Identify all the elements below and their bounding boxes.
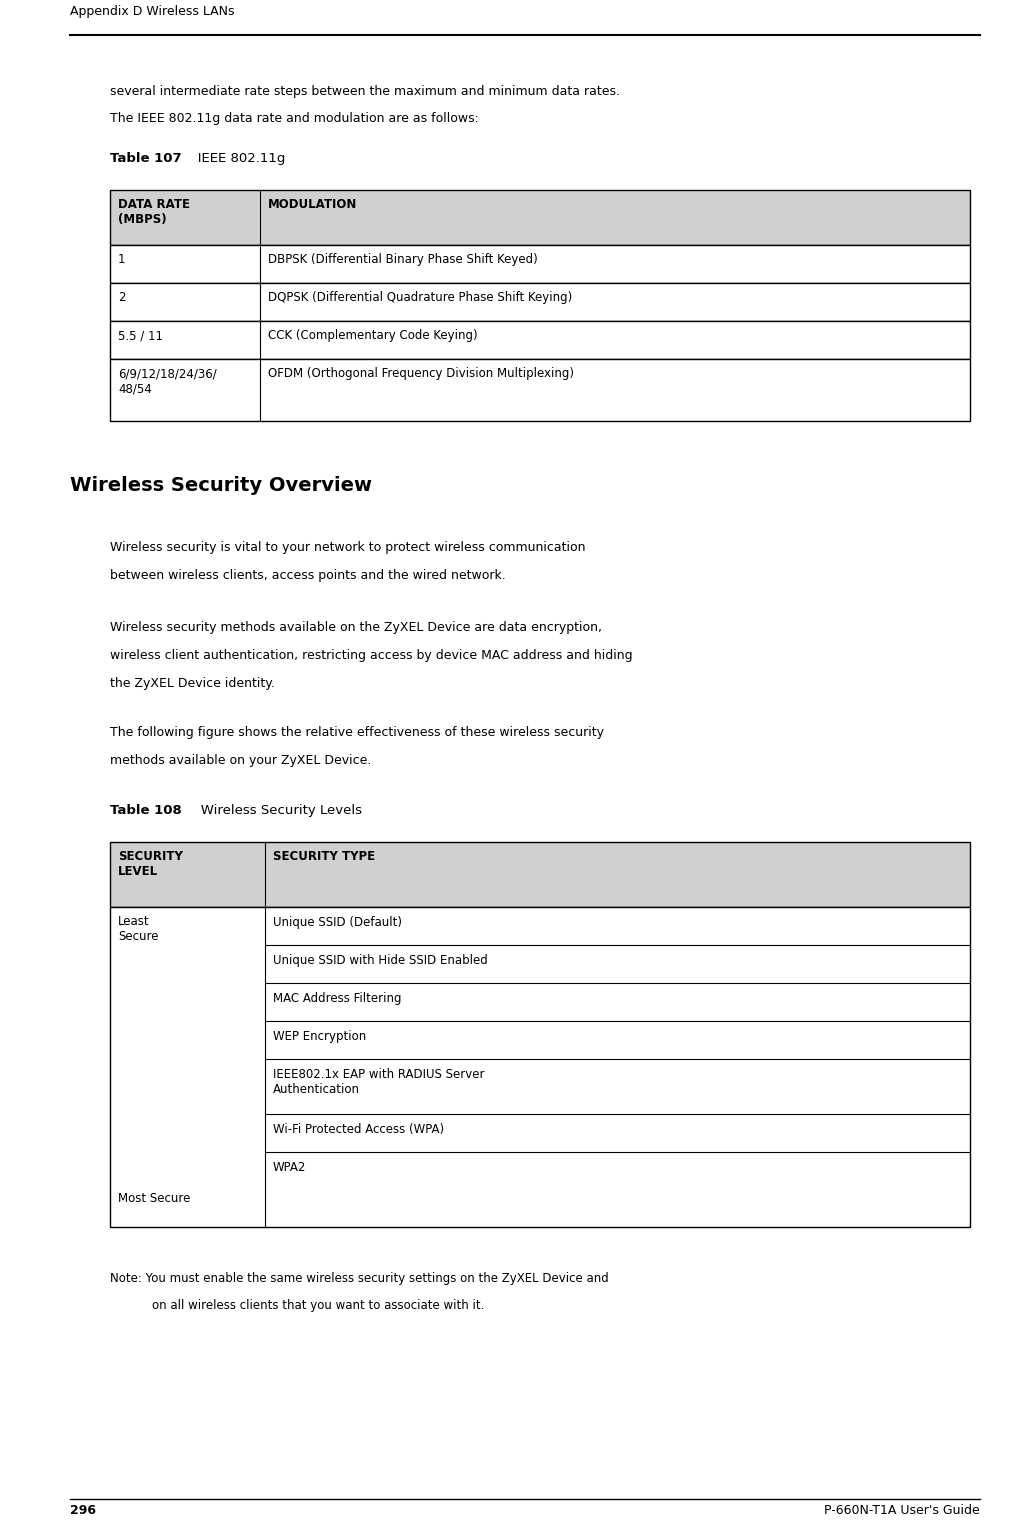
Text: Wireless Security Levels: Wireless Security Levels	[188, 805, 362, 817]
Text: IEEE 802.11g: IEEE 802.11g	[184, 152, 285, 165]
Text: between wireless clients, access points and the wired network.: between wireless clients, access points …	[110, 568, 505, 582]
Text: methods available on your ZyXEL Device.: methods available on your ZyXEL Device.	[110, 754, 371, 767]
Text: The IEEE 802.11g data rate and modulation are as follows:: The IEEE 802.11g data rate and modulatio…	[110, 111, 479, 125]
Text: Table 107: Table 107	[110, 152, 181, 165]
Bar	[110, 907, 970, 1227]
Bar	[110, 283, 970, 322]
Text: P-660N-T1A User's Guide: P-660N-T1A User's Guide	[824, 1504, 980, 1516]
Text: DATA RATE
(MBPS): DATA RATE (MBPS)	[118, 198, 190, 226]
Text: SECURITY TYPE: SECURITY TYPE	[273, 850, 375, 863]
Text: Appendix D Wireless LANs: Appendix D Wireless LANs	[70, 5, 235, 18]
Text: Most Secure: Most Secure	[118, 1192, 191, 1205]
Text: Wireless security methods available on the ZyXEL Device are data encryption,: Wireless security methods available on t…	[110, 620, 602, 634]
Text: WEP Encryption: WEP Encryption	[273, 1030, 366, 1042]
Text: DBPSK (Differential Binary Phase Shift Keyed): DBPSK (Differential Binary Phase Shift K…	[268, 253, 538, 267]
Text: 5.5 / 11: 5.5 / 11	[118, 329, 163, 341]
Text: on all wireless clients that you want to associate with it.: on all wireless clients that you want to…	[152, 1298, 485, 1312]
Bar	[110, 322, 970, 360]
Text: 296: 296	[70, 1504, 96, 1516]
Text: Wi-Fi Protected Access (WPA): Wi-Fi Protected Access (WPA)	[273, 1123, 444, 1135]
Bar	[110, 190, 970, 245]
Text: DQPSK (Differential Quadrature Phase Shift Keying): DQPSK (Differential Quadrature Phase Shi…	[268, 291, 572, 303]
Text: Unique SSID with Hide SSID Enabled: Unique SSID with Hide SSID Enabled	[273, 954, 488, 968]
Text: the ZyXEL Device identity.: the ZyXEL Device identity.	[110, 677, 275, 690]
Text: Unique SSID (Default): Unique SSID (Default)	[273, 916, 402, 930]
Text: several intermediate rate steps between the maximum and minimum data rates.: several intermediate rate steps between …	[110, 85, 620, 98]
Text: 6/9/12/18/24/36/
48/54: 6/9/12/18/24/36/ 48/54	[118, 367, 216, 395]
Text: 1: 1	[118, 253, 125, 267]
Text: MAC Address Filtering: MAC Address Filtering	[273, 992, 402, 1004]
Text: CCK (Complementary Code Keying): CCK (Complementary Code Keying)	[268, 329, 478, 341]
Text: Wireless Security Overview: Wireless Security Overview	[70, 475, 372, 495]
Text: The following figure shows the relative effectiveness of these wireless security: The following figure shows the relative …	[110, 725, 604, 739]
Text: Table 108: Table 108	[110, 805, 181, 817]
Bar	[110, 360, 970, 421]
Text: WPA2: WPA2	[273, 1161, 306, 1173]
Text: Wireless security is vital to your network to protect wireless communication: Wireless security is vital to your netwo…	[110, 541, 585, 555]
Text: SECURITY
LEVEL: SECURITY LEVEL	[118, 850, 182, 878]
Text: 2: 2	[118, 291, 125, 303]
Text: Note: You must enable the same wireless security settings on the ZyXEL Device an: Note: You must enable the same wireless …	[110, 1273, 609, 1285]
Text: MODULATION: MODULATION	[268, 198, 358, 210]
Text: wireless client authentication, restricting access by device MAC address and hid: wireless client authentication, restrict…	[110, 649, 632, 661]
Text: Least
Secure: Least Secure	[118, 914, 159, 943]
Bar	[110, 841, 970, 907]
Bar	[110, 245, 970, 283]
Text: IEEE802.1x EAP with RADIUS Server
Authentication: IEEE802.1x EAP with RADIUS Server Authen…	[273, 1068, 485, 1096]
Text: OFDM (Orthogonal Frequency Division Multiplexing): OFDM (Orthogonal Frequency Division Mult…	[268, 367, 574, 379]
